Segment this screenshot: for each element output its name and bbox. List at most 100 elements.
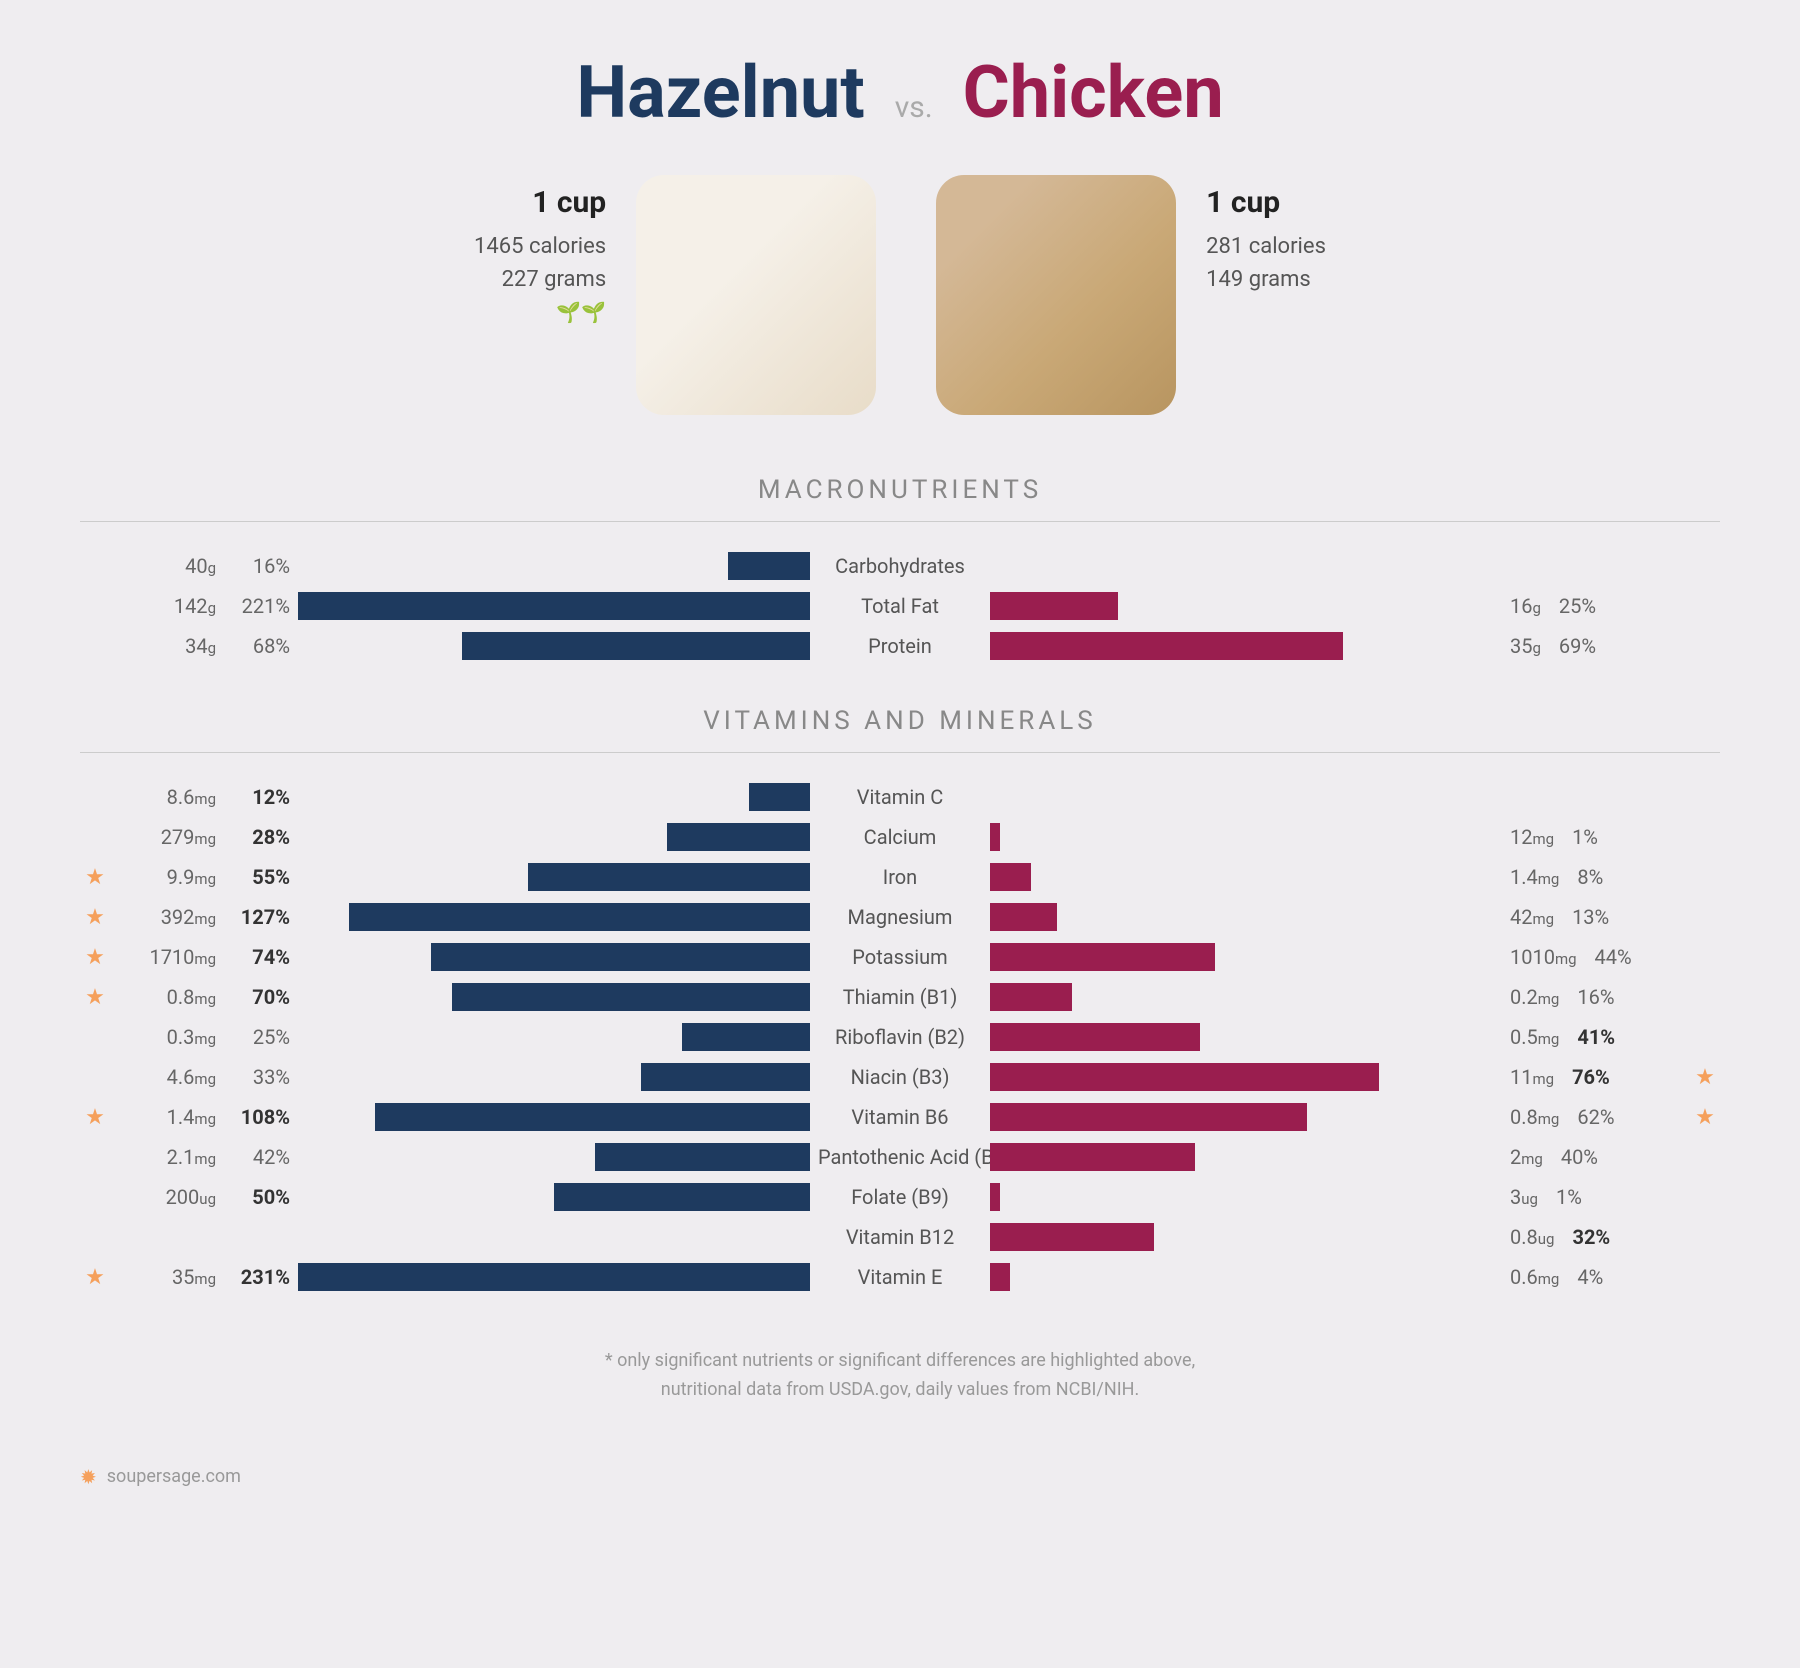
nutrient-label: Potassium xyxy=(818,945,982,969)
nutrient-label: Protein xyxy=(818,634,982,658)
left-bar xyxy=(431,943,810,971)
divider xyxy=(80,521,1720,522)
compare-row: 0.3mg25%Riboflavin (B2)0.5mg41% xyxy=(80,1017,1720,1057)
compare-row: 34g68%Protein35g69% xyxy=(80,626,1720,666)
star-icon: ★ xyxy=(1695,1105,1715,1130)
right-bar xyxy=(990,903,1057,931)
nutrient-label: Vitamin B6 xyxy=(818,1105,982,1129)
left-percent: 55% xyxy=(234,865,290,889)
left-percent: 12% xyxy=(234,785,290,809)
left-amount: 200ug xyxy=(166,1185,216,1209)
left-bar xyxy=(595,1143,810,1171)
left-bar xyxy=(682,1023,810,1051)
right-amount: 0.5mg xyxy=(1510,1025,1559,1049)
comparison-header: Hazelnut vs. Chicken xyxy=(80,50,1720,135)
left-bar xyxy=(375,1103,810,1131)
right-bar xyxy=(990,632,1343,660)
compare-row: ★9.9mg55%Iron1.4mg8% xyxy=(80,857,1720,897)
nutrient-label: Iron xyxy=(818,865,982,889)
right-percent: 76% xyxy=(1572,1065,1628,1089)
right-amount: 11mg xyxy=(1510,1065,1554,1089)
nutrient-label: Riboflavin (B2) xyxy=(818,1025,982,1049)
right-grams: 149 grams xyxy=(1206,267,1326,292)
nutrient-label: Folate (B9) xyxy=(818,1185,982,1209)
right-percent: 8% xyxy=(1577,865,1633,889)
star-icon: ★ xyxy=(85,1105,105,1130)
right-bar xyxy=(990,1063,1379,1091)
right-food-card: 1 cup 281 calories 149 grams xyxy=(936,175,1326,415)
nutrient-label: Niacin (B3) xyxy=(818,1065,982,1089)
right-bar xyxy=(990,1263,1010,1291)
star-icon: ★ xyxy=(1695,1065,1715,1090)
right-amount: 12mg xyxy=(1510,825,1554,849)
right-percent: 13% xyxy=(1572,905,1628,929)
nutrient-label: Vitamin B12 xyxy=(818,1225,982,1249)
compare-row: 200ug50%Folate (B9)3ug1% xyxy=(80,1177,1720,1217)
nutrient-label: Calcium xyxy=(818,825,982,849)
right-bar xyxy=(990,863,1031,891)
left-amount: 279mg xyxy=(161,825,216,849)
right-bar xyxy=(990,1023,1200,1051)
right-food-title: Chicken xyxy=(963,50,1224,135)
left-amount: 0.8mg xyxy=(167,985,216,1009)
compare-row: 279mg28%Calcium12mg1% xyxy=(80,817,1720,857)
right-percent: 44% xyxy=(1595,945,1651,969)
compare-row: 142g221%Total Fat16g25% xyxy=(80,586,1720,626)
left-amount: 9.9mg xyxy=(167,865,216,889)
nutrient-label: Vitamin C xyxy=(818,785,982,809)
left-amount: 34g xyxy=(185,634,216,658)
star-slot: ★ xyxy=(1690,1065,1720,1090)
star-icon: ★ xyxy=(85,945,105,970)
left-bar xyxy=(554,1183,810,1211)
star-icon: ★ xyxy=(85,1265,105,1290)
left-bar xyxy=(462,632,810,660)
right-bar xyxy=(990,943,1215,971)
right-amount: 1010mg xyxy=(1510,945,1577,969)
left-serving: 1 cup xyxy=(474,185,606,220)
right-amount: 3ug xyxy=(1510,1185,1538,1209)
vitamins-chart: 8.6mg 12% Vitamin C 279mg 28% Calcium 12mg 1% ★ 9… xyxy=(80,777,1720,1297)
left-percent: 25% xyxy=(234,1025,290,1049)
right-serving: 1 cup xyxy=(1206,185,1326,220)
right-amount: 2mg xyxy=(1510,1145,1543,1169)
right-bar xyxy=(990,592,1118,620)
left-percent: 16% xyxy=(234,554,290,578)
compare-row: ★392mg127%Magnesium42mg13% xyxy=(80,897,1720,937)
left-bar xyxy=(528,863,810,891)
left-calories: 1465 calories xyxy=(474,234,606,259)
right-calories: 281 calories xyxy=(1206,234,1326,259)
left-percent: 42% xyxy=(234,1145,290,1169)
nutrient-label: Vitamin E xyxy=(818,1265,982,1289)
right-bar xyxy=(990,983,1072,1011)
left-percent: 231% xyxy=(234,1265,290,1289)
food-info-row: 1 cup 1465 calories 227 grams 🌱🌱 1 cup 2… xyxy=(80,175,1720,415)
compare-row: 40g16%Carbohydrates xyxy=(80,546,1720,586)
left-bar xyxy=(298,592,810,620)
compare-row: 2.1mg42%Pantothenic Acid (B5)2mg40% xyxy=(80,1137,1720,1177)
compare-row: ★1.4mg108%Vitamin B60.8mg62%★ xyxy=(80,1097,1720,1137)
right-percent: 69% xyxy=(1559,634,1615,658)
right-amount: 0.2mg xyxy=(1510,985,1559,1009)
left-amount: 4.6mg xyxy=(167,1065,216,1089)
left-amount: 40g xyxy=(185,554,216,578)
right-food-image xyxy=(936,175,1176,415)
divider xyxy=(80,752,1720,753)
left-bar xyxy=(667,823,810,851)
left-bar xyxy=(749,783,810,811)
compare-row: 4.6mg33%Niacin (B3)11mg76%★ xyxy=(80,1057,1720,1097)
left-food-card: 1 cup 1465 calories 227 grams 🌱🌱 xyxy=(474,175,876,415)
right-bar xyxy=(990,1103,1307,1131)
left-food-title: Hazelnut xyxy=(576,50,864,135)
left-amount: 8.6mg xyxy=(167,785,216,809)
left-bar xyxy=(452,983,810,1011)
star-slot: ★ xyxy=(80,985,110,1010)
right-amount: 0.8ug xyxy=(1510,1225,1554,1249)
footnote-line: * only significant nutrients or signific… xyxy=(80,1347,1720,1376)
right-percent: 32% xyxy=(1572,1225,1628,1249)
right-percent: 1% xyxy=(1556,1185,1612,1209)
right-percent: 4% xyxy=(1577,1265,1633,1289)
left-percent: 28% xyxy=(234,825,290,849)
right-percent: 40% xyxy=(1561,1145,1617,1169)
star-slot: ★ xyxy=(80,1105,110,1130)
star-slot: ★ xyxy=(80,945,110,970)
